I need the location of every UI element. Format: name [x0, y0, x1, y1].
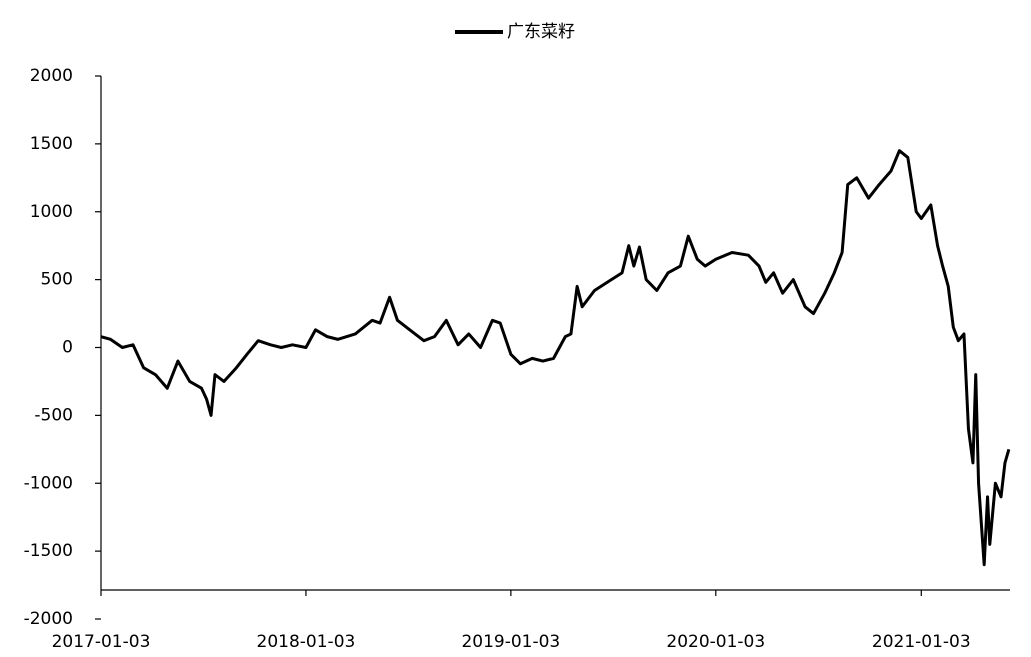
series-line: [100, 149, 1011, 567]
legend-label: 广东菜籽: [507, 22, 575, 42]
y-tick-label: -1500: [24, 541, 73, 561]
y-tick-label: -2000: [24, 609, 73, 629]
y-tick-label: -1000: [24, 473, 73, 493]
x-tick-label: 2018-01-03: [257, 632, 356, 652]
x-tick-label: 2021-01-03: [872, 632, 971, 652]
y-tick-label: 1500: [30, 134, 73, 154]
y-tick-label: 2000: [30, 66, 73, 86]
x-tick-label: 2017-01-03: [52, 632, 151, 652]
x-tick-label: 2019-01-03: [461, 632, 560, 652]
y-tick-label: -500: [34, 405, 73, 425]
y-tick-label: 0: [62, 338, 73, 358]
y-tick-label: 500: [41, 270, 73, 290]
y-tick-label: 1000: [30, 202, 73, 222]
x-tick-label: 2020-01-03: [666, 632, 765, 652]
